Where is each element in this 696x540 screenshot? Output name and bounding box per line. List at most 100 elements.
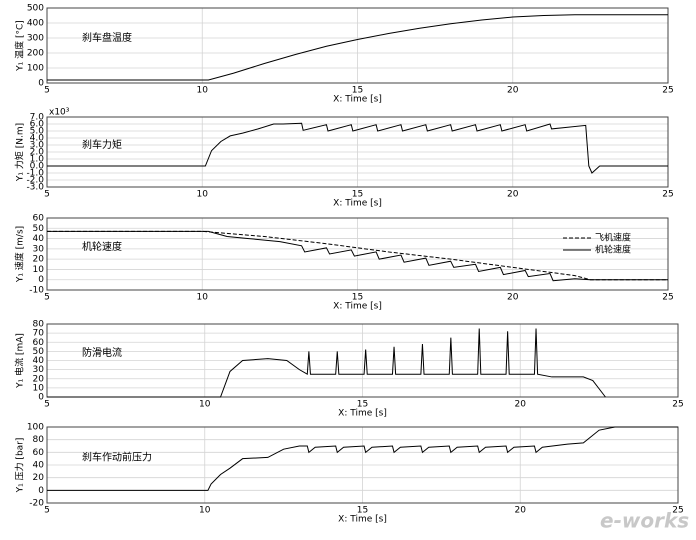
x-tick-label: 5 — [44, 86, 50, 96]
y-tick-label: 100 — [27, 64, 44, 74]
y-tick-label: 5.0 — [30, 127, 45, 137]
plot-frame — [46, 323, 679, 398]
x-tick-label: 25 — [672, 506, 683, 516]
y-tick-label: 0.0 — [30, 162, 45, 172]
panel: 100 80 60 40 20 0 -205 10 15 20 25 X: Time [s] Y₁ 压力… — [14, 423, 684, 525]
y-tick-label: 20 — [33, 374, 45, 384]
x-tick-label: 20 — [507, 293, 519, 303]
x-tick-label: 20 — [515, 506, 527, 516]
data-line — [47, 230, 668, 282]
plot-frame — [46, 7, 669, 84]
y-axis-label: Y₁ 速度 [m/s] — [14, 226, 26, 283]
y-tick-label: 80 — [33, 320, 45, 330]
x-tick-label: 15 — [352, 293, 363, 303]
y-tick-label: 50 — [33, 224, 45, 234]
plot-frame — [46, 217, 669, 291]
x-tick-label: 5 — [44, 506, 50, 516]
data-line — [47, 14, 668, 81]
x-tick-label: 20 — [515, 400, 527, 410]
y-tick-label: 30 — [33, 244, 45, 254]
y-tick-label: 7.0 — [30, 113, 45, 123]
x-tick-label: 10 — [197, 86, 209, 96]
y-tick-label: 60 — [33, 338, 45, 348]
y-axis-label: Y₁ 力矩 [N.m] — [14, 123, 26, 182]
chart-title: 机轮速度 — [82, 240, 122, 253]
panel: 7.06.05.04.03.02.01.00.0-1.0-2.0-3.05 10 1… — [14, 108, 674, 209]
y-tick-label: 100 — [27, 423, 44, 433]
x-tick-label: 25 — [662, 190, 673, 200]
axis-multiplier: x10³ — [49, 108, 70, 118]
y-tick-label: 20 — [33, 255, 45, 265]
y-axis-label: Y₁ 电流 [mA] — [14, 333, 26, 389]
y-tick-label: 400 — [27, 19, 44, 29]
y-tick-label: 500 — [27, 4, 44, 14]
y-tick-label: 40 — [33, 356, 45, 366]
x-tick-label: 15 — [352, 86, 363, 96]
y-tick-label: 30 — [33, 365, 45, 375]
y-tick-label: 1.0 — [30, 155, 45, 165]
data-line — [47, 230, 668, 281]
x-tick-label: 20 — [507, 86, 519, 96]
watermark: e-works — [600, 509, 689, 533]
plot-frame — [46, 426, 679, 504]
y-tick-label: -20 — [29, 499, 44, 509]
x-tick-label: 10 — [197, 293, 209, 303]
plot-frame — [46, 116, 669, 188]
x-axis-label: X: Time [s] — [333, 302, 382, 312]
x-tick-label: 10 — [197, 190, 209, 200]
y-tick-label: 0 — [38, 79, 44, 89]
panel: 0 100 200 300 400 500 5 10 15 20 25 X: Time [s] Y₁ 温… — [14, 4, 674, 105]
y-tick-label: 70 — [33, 329, 45, 339]
x-tick-label: 5 — [44, 293, 50, 303]
y-tick-label: 2.0 — [30, 148, 45, 158]
legend-label: 飞机速度 — [595, 232, 631, 244]
x-tick-label: 20 — [507, 190, 519, 200]
y-tick-label: 300 — [27, 34, 44, 44]
y-tick-label: 200 — [27, 49, 44, 59]
x-axis-label: X: Time [s] — [333, 199, 382, 209]
chart-title: 刹车盘温度 — [82, 31, 132, 44]
x-axis-label: X: Time [s] — [338, 409, 387, 419]
y-tick-label: 0 — [38, 393, 44, 403]
y-axis-label: Y₁ 压力 [bar] — [14, 438, 26, 494]
y-tick-label: 0 — [38, 486, 44, 496]
y-tick-label: 60 — [33, 448, 45, 458]
x-tick-label: 10 — [199, 400, 211, 410]
y-axis-label: Y₁ 温度 [°C] — [14, 20, 26, 72]
x-tick-label: 25 — [662, 86, 673, 96]
x-tick-label: 25 — [672, 400, 683, 410]
x-axis-label: X: Time [s] — [338, 515, 387, 525]
x-axis-label: X: Time [s] — [333, 95, 382, 105]
chart-title: 防滑电流 — [82, 346, 122, 359]
x-tick-label: 15 — [357, 506, 368, 516]
y-tick-label: 0 — [38, 275, 44, 285]
data-line — [47, 328, 606, 398]
x-tick-label: 15 — [352, 190, 363, 200]
y-tick-label: 80 — [33, 435, 45, 445]
data-line — [47, 122, 668, 174]
x-tick-label: 5 — [44, 190, 50, 200]
y-tick-label: -3.0 — [26, 183, 44, 193]
y-tick-label: 40 — [33, 234, 45, 244]
y-tick-label: -10 — [29, 286, 44, 296]
chart-title: 刹车力矩 — [82, 138, 122, 151]
y-tick-label: -2.0 — [26, 176, 44, 186]
data-line — [47, 426, 678, 491]
y-tick-label: 6.0 — [30, 120, 45, 130]
x-tick-label: 15 — [357, 400, 368, 410]
y-tick-label: 50 — [33, 347, 45, 357]
y-tick-label: -1.0 — [26, 169, 44, 179]
x-tick-label: 10 — [199, 506, 211, 516]
x-tick-label: 25 — [662, 293, 673, 303]
y-tick-label: 40 — [33, 461, 45, 471]
y-tick-label: 60 — [33, 214, 45, 224]
legend-label: 机轮速度 — [595, 244, 631, 256]
y-tick-label: 20 — [33, 473, 45, 483]
y-tick-label: 3.0 — [30, 141, 45, 151]
y-tick-label: 10 — [33, 265, 45, 275]
y-tick-label: 4.0 — [30, 134, 45, 144]
chart-title: 刹车作动前压力 — [82, 450, 152, 463]
